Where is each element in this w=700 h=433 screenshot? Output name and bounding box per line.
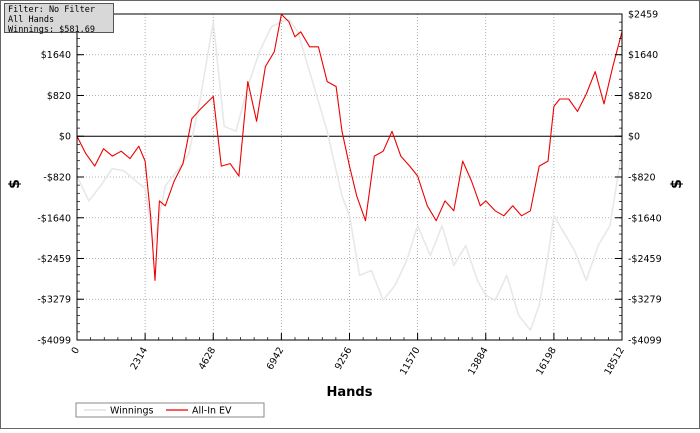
y-tick-label-left: $0	[59, 132, 71, 143]
y-tick-label-right: -$2459	[628, 254, 662, 265]
y-tick-label-right: $2459	[628, 10, 658, 21]
legend: Winnings All-In EV	[75, 402, 265, 418]
y-tick-label-right: $0	[628, 132, 640, 143]
filter-label: Filter: No Filter	[8, 5, 95, 15]
y-axis-label-left: $	[7, 179, 23, 189]
hands-label: All Hands	[8, 15, 55, 25]
legend-label: Winnings	[110, 406, 154, 417]
y-tick-label-left: -$4099	[37, 336, 71, 347]
y-tick-label-right: -$4099	[628, 336, 662, 347]
y-tick-label-right: -$820	[628, 173, 656, 184]
y-axis-label-right: $	[669, 179, 685, 189]
y-tick-label-left: -$820	[43, 173, 71, 184]
y-tick-label-left: -$1640	[37, 213, 71, 224]
y-tick-label-left: -$2459	[37, 254, 71, 265]
x-tick-label: 0	[70, 345, 83, 356]
y-tick-label-right: $820	[628, 91, 652, 102]
y-tick-label-left: $820	[47, 91, 71, 102]
y-tick-label-right: $1640	[628, 50, 658, 61]
legend-label: All-In EV	[192, 406, 232, 417]
series-line-all-in-ev	[76, 13, 623, 281]
y-tick-label-right: -$3279	[628, 295, 662, 306]
filter-info-box: Filter: No Filter All Hands Winnings: $5…	[4, 3, 114, 35]
y-tick-label-left: -$3279	[37, 295, 71, 306]
y-tick-label-right: -$1640	[628, 213, 662, 224]
x-axis-label: Hands	[327, 385, 373, 400]
series-line-winnings	[76, 18, 623, 331]
y-tick-label-left: $1640	[41, 50, 71, 61]
winnings-label: Winnings: $581.69	[8, 25, 95, 35]
